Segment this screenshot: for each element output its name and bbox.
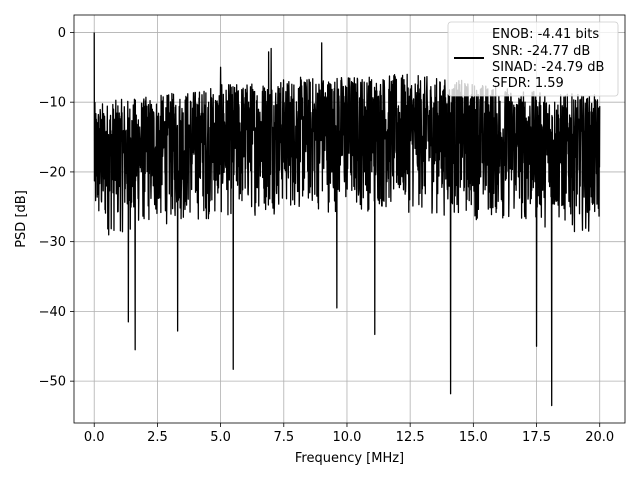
y-tick-label: −50 <box>39 375 66 390</box>
y-tick-label: −40 <box>39 305 66 320</box>
psd-trace-line <box>93 32 601 407</box>
x-tick-labels: 0.0 2.5 5.0 7.5 10.0 12.5 15.0 17.5 20.0 <box>84 430 614 445</box>
legend-line-sinad: SINAD: -24.79 dB <box>492 60 604 75</box>
y-tick-labels: 0 −10 −20 −30 −40 −50 <box>39 26 66 390</box>
x-tick-label: 2.5 <box>147 430 168 445</box>
x-tick-label: 5.0 <box>210 430 231 445</box>
y-axis-label: PSD [dB] <box>14 190 29 248</box>
x-tick-label: 17.5 <box>522 430 551 445</box>
legend-line-sfdr: SFDR: 1.59 <box>492 76 564 91</box>
x-tick-label: 12.5 <box>396 430 425 445</box>
legend: ENOB: -4.41 bits SNR: -24.77 dB SINAD: -… <box>447 21 619 97</box>
y-tick-label: −20 <box>39 165 66 180</box>
psd-series <box>93 32 601 407</box>
x-tick-label: 7.5 <box>273 430 294 445</box>
y-tick-label: −30 <box>39 235 66 250</box>
axis-ticks <box>70 32 601 427</box>
legend-line-enob: ENOB: -4.41 bits <box>492 27 599 42</box>
x-axis-label: Frequency [MHz] <box>295 451 404 466</box>
legend-line-snr: SNR: -24.77 dB <box>492 44 590 59</box>
x-tick-label: 20.0 <box>585 430 614 445</box>
legend-box <box>447 21 619 97</box>
x-tick-label: 0.0 <box>84 430 105 445</box>
x-tick-label: 10.0 <box>332 430 361 445</box>
plot-frame <box>73 14 626 424</box>
y-tick-label: −10 <box>39 96 66 111</box>
y-tick-label: 0 <box>58 26 66 41</box>
x-tick-label: 15.0 <box>459 430 488 445</box>
